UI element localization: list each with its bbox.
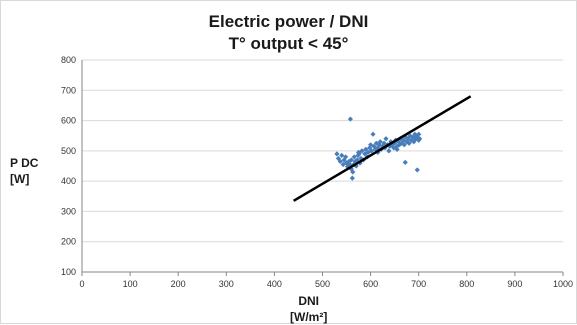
data-point <box>337 158 343 165</box>
x-axis-label: DNI [W/m²] <box>290 293 327 325</box>
data-point <box>377 139 383 145</box>
x-tick-label: 1000 <box>553 279 573 289</box>
x-tick-label: 400 <box>267 279 282 289</box>
data-point <box>355 149 362 155</box>
data-point <box>368 148 375 154</box>
data-point <box>416 131 422 137</box>
data-point <box>404 139 410 145</box>
data-point <box>335 155 341 162</box>
data-point <box>347 116 353 122</box>
data-point <box>415 134 421 140</box>
chart-title: Electric power / DNI <box>208 12 369 31</box>
x-tick-label: 200 <box>171 279 186 289</box>
x-tick-label: 700 <box>411 279 426 289</box>
x-axis-label-line2: [W/m²] <box>290 310 328 324</box>
x-tick-label: 800 <box>459 279 474 289</box>
y-tick-label: 800 <box>61 55 76 65</box>
y-tick-label: 300 <box>61 206 76 216</box>
trendline <box>293 95 472 202</box>
data-point <box>351 154 357 160</box>
gridlines <box>82 59 563 273</box>
y-tick-label: 400 <box>61 176 76 186</box>
y-tick-label: 700 <box>61 85 76 95</box>
data-point <box>339 152 345 158</box>
data-point <box>346 158 352 165</box>
chart-subtitle: T° output < 45° <box>228 34 349 53</box>
data-point <box>417 136 423 142</box>
data-point <box>414 167 420 173</box>
x-tick-label: 300 <box>219 279 234 289</box>
data-point <box>399 140 405 146</box>
data-point <box>348 157 354 163</box>
data-point <box>370 131 376 137</box>
data-point <box>368 142 374 148</box>
y-tick-label: 500 <box>61 146 76 156</box>
trendline-group <box>293 95 472 202</box>
data-point <box>341 157 347 163</box>
data-point <box>394 146 400 152</box>
data-point <box>410 134 416 140</box>
data-point <box>406 140 412 146</box>
data-point <box>402 159 408 165</box>
data-point <box>386 148 392 154</box>
x-axis-label-line1: DNI <box>298 294 319 308</box>
y-tick-labels: 100 200 300 400 500 600 700 800 <box>61 55 76 277</box>
data-point <box>396 142 403 148</box>
data-point <box>412 131 418 137</box>
y-tick-label: 100 <box>61 267 76 277</box>
data-point <box>349 175 355 181</box>
data-point <box>354 157 360 163</box>
x-tick-label: 500 <box>315 279 330 289</box>
axes <box>81 60 564 276</box>
data-point <box>334 151 340 157</box>
data-point <box>363 146 369 152</box>
data-point <box>344 164 351 170</box>
data-point <box>392 140 398 146</box>
data-points <box>334 116 423 181</box>
data-point <box>408 137 415 143</box>
data-point <box>343 160 350 166</box>
data-point <box>353 163 359 169</box>
x-tick-labels: 0 100 200 300 400 500 600 700 800 900 1000 <box>79 279 573 289</box>
x-tick-label: 600 <box>363 279 378 289</box>
data-point <box>413 136 419 142</box>
data-point <box>387 143 393 149</box>
data-point <box>391 145 397 151</box>
data-point <box>372 146 379 152</box>
x-tick-label: 0 <box>79 279 84 289</box>
y-axis-label: P DC [W] <box>10 155 38 187</box>
data-point <box>401 142 407 148</box>
data-point <box>342 154 349 160</box>
x-tick-label: 900 <box>507 279 522 289</box>
x-tick-label: 100 <box>123 279 138 289</box>
data-point <box>350 169 356 175</box>
y-tick-label: 200 <box>61 237 76 247</box>
y-tick-label: 600 <box>61 116 76 126</box>
data-point <box>383 136 389 142</box>
y-axis-label-line1: P DC <box>10 156 39 170</box>
y-axis-label-line2: [W] <box>10 172 30 186</box>
